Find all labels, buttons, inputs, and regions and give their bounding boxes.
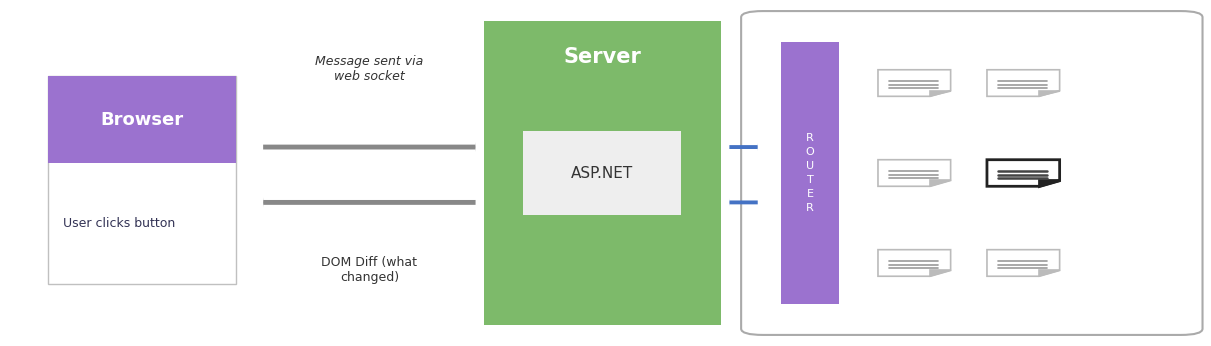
Polygon shape (930, 271, 951, 276)
Text: ASP.NET: ASP.NET (570, 165, 633, 181)
Polygon shape (1039, 181, 1060, 186)
Polygon shape (987, 250, 1060, 276)
Text: Server: Server (563, 47, 642, 67)
FancyBboxPatch shape (523, 131, 681, 215)
Polygon shape (930, 181, 951, 186)
Polygon shape (1039, 91, 1060, 96)
Polygon shape (878, 250, 951, 276)
FancyBboxPatch shape (48, 76, 236, 284)
Text: Browser: Browser (101, 111, 184, 129)
FancyBboxPatch shape (741, 11, 1203, 335)
Text: User clicks button: User clicks button (63, 217, 176, 230)
Polygon shape (878, 160, 951, 186)
Polygon shape (878, 70, 951, 96)
Polygon shape (987, 160, 1060, 186)
Text: Message sent via
web socket: Message sent via web socket (315, 55, 424, 83)
Text: R
O
U
T
E
R: R O U T E R (805, 133, 815, 213)
Polygon shape (987, 70, 1060, 96)
Polygon shape (1039, 271, 1060, 276)
FancyBboxPatch shape (484, 21, 721, 325)
Text: DOM Diff (what
changed): DOM Diff (what changed) (321, 256, 418, 284)
FancyBboxPatch shape (48, 76, 236, 163)
FancyBboxPatch shape (781, 42, 839, 304)
Polygon shape (930, 91, 951, 96)
